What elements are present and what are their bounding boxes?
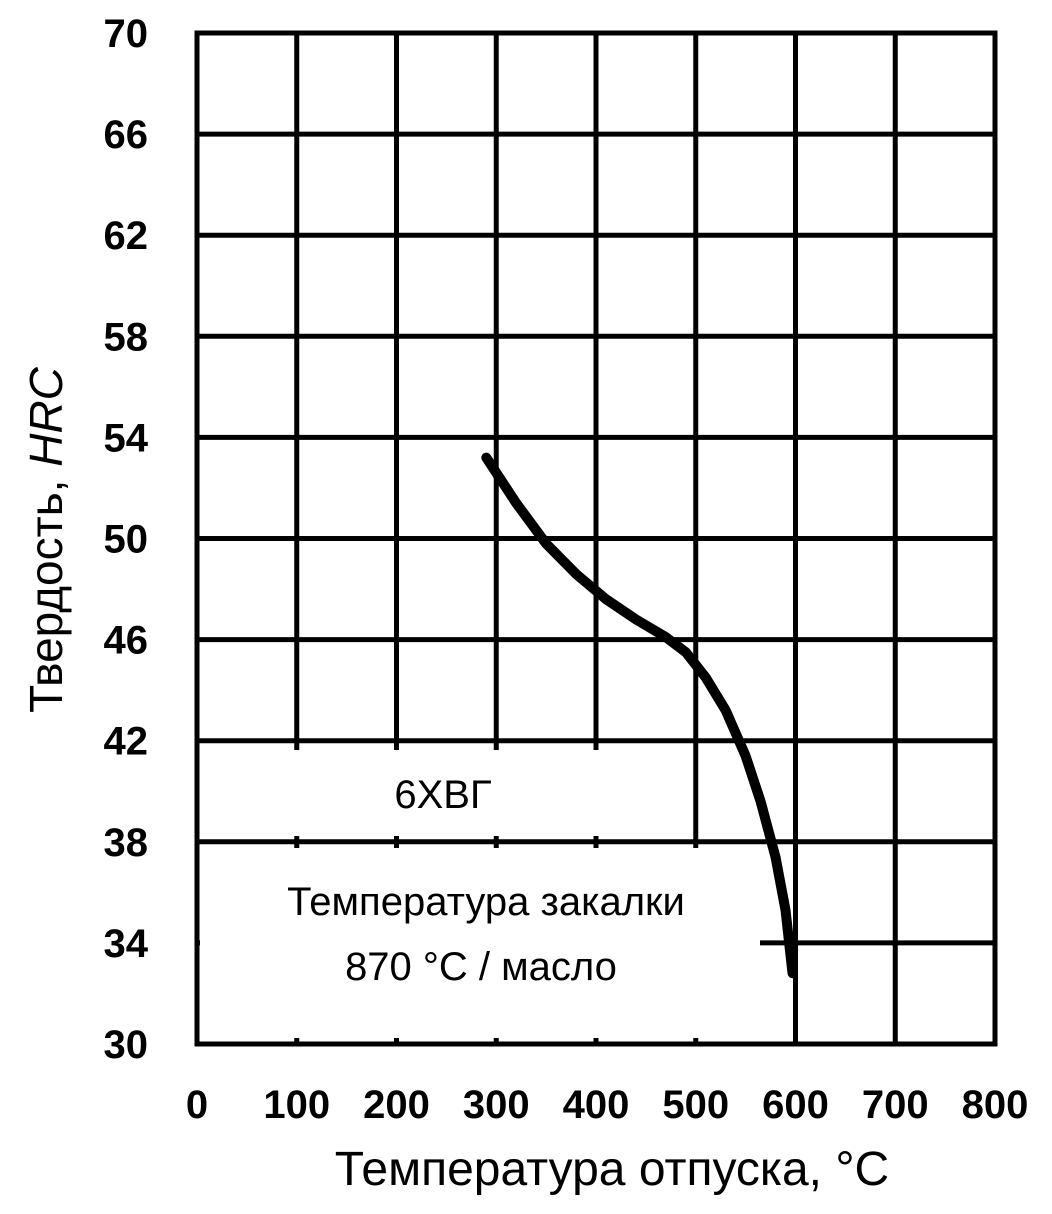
y-tick-label-70: 70 <box>104 12 149 56</box>
series-line-6xvg <box>481 452 798 979</box>
y-tick-label-46: 46 <box>104 619 149 663</box>
x-tick-labels: 0 100 200 300 400 500 600 700 800 <box>186 1083 1029 1127</box>
quench-label-box <box>200 848 760 1038</box>
plot-frame <box>194 30 998 1047</box>
y-tick-label-34: 34 <box>104 922 149 966</box>
y-axis-title-prefix: Твердость, <box>20 467 72 713</box>
x-tick-label-800: 800 <box>962 1083 1029 1127</box>
y-tick-label-38: 38 <box>104 821 149 865</box>
y-tick-label-42: 42 <box>104 720 149 764</box>
grade-label-box <box>200 750 688 836</box>
quench-annotation-line2: 870 °С / масло <box>345 945 617 989</box>
y-tick-label-62: 62 <box>104 214 149 258</box>
x-tick-label-100: 100 <box>263 1083 330 1127</box>
grade-annotation: 6ХВГ <box>394 773 491 817</box>
x-tick-label-200: 200 <box>363 1083 430 1127</box>
y-tick-label-54: 54 <box>104 416 149 460</box>
x-tick-label-300: 300 <box>463 1083 530 1127</box>
x-tick-label-600: 600 <box>762 1083 829 1127</box>
y-axis-title: Твердость, HRC <box>20 366 72 713</box>
x-tick-label-400: 400 <box>563 1083 630 1127</box>
y-axis-title-unit: HRC <box>20 366 72 466</box>
y-tick-label-58: 58 <box>104 315 149 359</box>
y-tick-label-50: 50 <box>104 518 149 562</box>
y-tick-labels: 30 34 38 42 46 50 54 58 62 66 70 <box>104 12 149 1067</box>
y-tick-label-30: 30 <box>104 1023 149 1067</box>
x-tick-label-700: 700 <box>862 1083 929 1127</box>
grid <box>197 33 995 1044</box>
x-axis-title: Температура отпуска, °С <box>335 1143 889 1196</box>
y-tick-label-66: 66 <box>104 113 149 157</box>
x-tick-label-0: 0 <box>186 1083 208 1127</box>
quench-annotation-line1: Температура закалки <box>287 880 685 924</box>
x-tick-label-500: 500 <box>662 1083 729 1127</box>
